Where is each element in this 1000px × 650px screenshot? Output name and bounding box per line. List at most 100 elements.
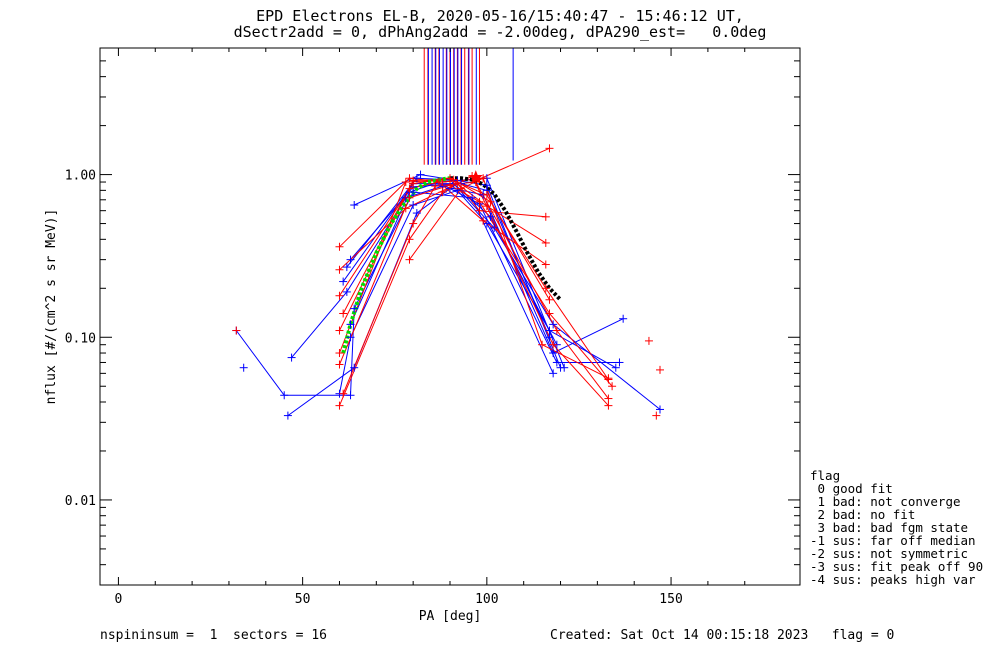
data-point <box>656 365 664 374</box>
legend-title: flag <box>810 468 841 483</box>
data-point <box>405 235 414 244</box>
legend-item: 0 good fit <box>810 481 893 496</box>
data-point <box>434 178 443 187</box>
scan-line <box>235 191 554 396</box>
data-point <box>405 193 414 202</box>
legend-item: 2 bad: no fit <box>810 507 916 522</box>
data-point <box>549 320 558 329</box>
data-point <box>405 255 414 264</box>
data-point <box>604 374 613 383</box>
data-point <box>552 326 561 335</box>
data-point <box>438 188 447 197</box>
data-point <box>541 238 550 247</box>
data-point <box>545 144 554 153</box>
data-point <box>604 394 613 403</box>
data-point <box>619 314 628 323</box>
data-point <box>644 336 653 345</box>
data-point <box>656 405 664 414</box>
legend-item: 1 bad: not converge <box>810 494 961 509</box>
scan-line <box>291 185 624 358</box>
data-point <box>346 333 355 342</box>
data-point <box>342 287 351 296</box>
data-point <box>479 174 488 183</box>
fit-curves <box>341 176 562 354</box>
y-tick-label: 0.10 <box>65 331 96 346</box>
data-point <box>342 263 351 272</box>
data-point <box>453 179 462 188</box>
footer-created-info: Created: Sat Oct 14 00:15:18 2023 flag =… <box>550 628 895 643</box>
scan-line <box>339 175 609 406</box>
data-point <box>545 309 554 318</box>
data-point <box>608 382 617 391</box>
data-point <box>486 197 495 206</box>
data-point <box>412 209 421 218</box>
data-point <box>545 333 554 342</box>
data-point <box>335 360 344 369</box>
data-point <box>475 197 484 206</box>
data-point <box>409 219 418 228</box>
data-point <box>339 389 348 398</box>
data-point <box>541 212 550 221</box>
data-point <box>409 176 418 185</box>
x-tick-label: 100 <box>475 592 498 607</box>
x-tick-label: 150 <box>659 592 682 607</box>
data-point <box>431 182 440 191</box>
data-point <box>232 326 241 335</box>
data-point <box>652 411 661 420</box>
data-point <box>350 304 359 313</box>
y-tick-label: 0.01 <box>65 494 96 509</box>
data-point <box>545 326 554 335</box>
data-point <box>401 178 410 187</box>
data-point <box>339 309 348 318</box>
data-point <box>401 204 410 213</box>
data-point <box>552 358 561 367</box>
fit-curve-green <box>341 176 451 354</box>
data-point <box>405 184 414 193</box>
flag-legend: flag 0 good fit 1 bad: not converge 2 ba… <box>810 469 983 586</box>
x-tick-label: 0 <box>115 592 123 607</box>
y-tick-label: 1.00 <box>65 169 96 184</box>
legend-item: -4 sus: peaks high var <box>810 572 976 587</box>
data-point <box>346 255 355 264</box>
legend-item: -3 sus: fit peak off 90 <box>810 559 984 574</box>
data-point <box>409 201 418 210</box>
data-point <box>350 363 359 372</box>
data-point <box>549 369 558 378</box>
data-point <box>335 349 344 358</box>
data-point <box>479 216 488 225</box>
data-point <box>545 295 554 304</box>
x-tick-label: 50 <box>295 592 311 607</box>
data-point <box>335 265 344 274</box>
data-point <box>446 174 454 183</box>
x-axis-label: PA [deg] <box>419 609 482 624</box>
data-point <box>350 201 359 210</box>
data-point <box>482 190 491 199</box>
data-point <box>339 277 348 286</box>
legend-item: 3 bad: bad fgm state <box>810 520 969 535</box>
data-point <box>549 349 558 358</box>
data-point <box>486 212 495 221</box>
data-point <box>335 326 344 335</box>
axes: 0 50 100 150 0.01 0.10 1.00 PA [deg] nflux [#/(c… <box>44 47 801 624</box>
data-point <box>560 363 569 372</box>
data-point <box>538 340 547 349</box>
y-axis-label: nflux [#/(cm^2 s sr MeV)] <box>44 209 59 405</box>
legend-item: -1 sus: far off median <box>810 533 976 548</box>
chart-subtitle: dSectr2add = 0, dPhAng2add = -2.00deg, d… <box>233 23 767 41</box>
data-point <box>335 291 344 300</box>
scan-line <box>339 179 609 380</box>
data-point <box>416 170 425 179</box>
legend-item: -2 sus: not symmetric <box>810 546 969 561</box>
data-point <box>280 391 289 400</box>
data-point <box>541 284 550 293</box>
data-point <box>335 242 344 251</box>
data-point <box>475 206 484 215</box>
data-point <box>449 175 458 184</box>
scan-line <box>353 174 561 368</box>
data-point <box>335 401 344 410</box>
data-markers <box>232 144 664 420</box>
data-point <box>615 358 624 367</box>
vertical-lines <box>423 48 514 165</box>
chart-title: EPD Electrons EL-B, 2020-05-16/15:40:47 … <box>256 7 744 25</box>
data-point <box>549 340 558 349</box>
